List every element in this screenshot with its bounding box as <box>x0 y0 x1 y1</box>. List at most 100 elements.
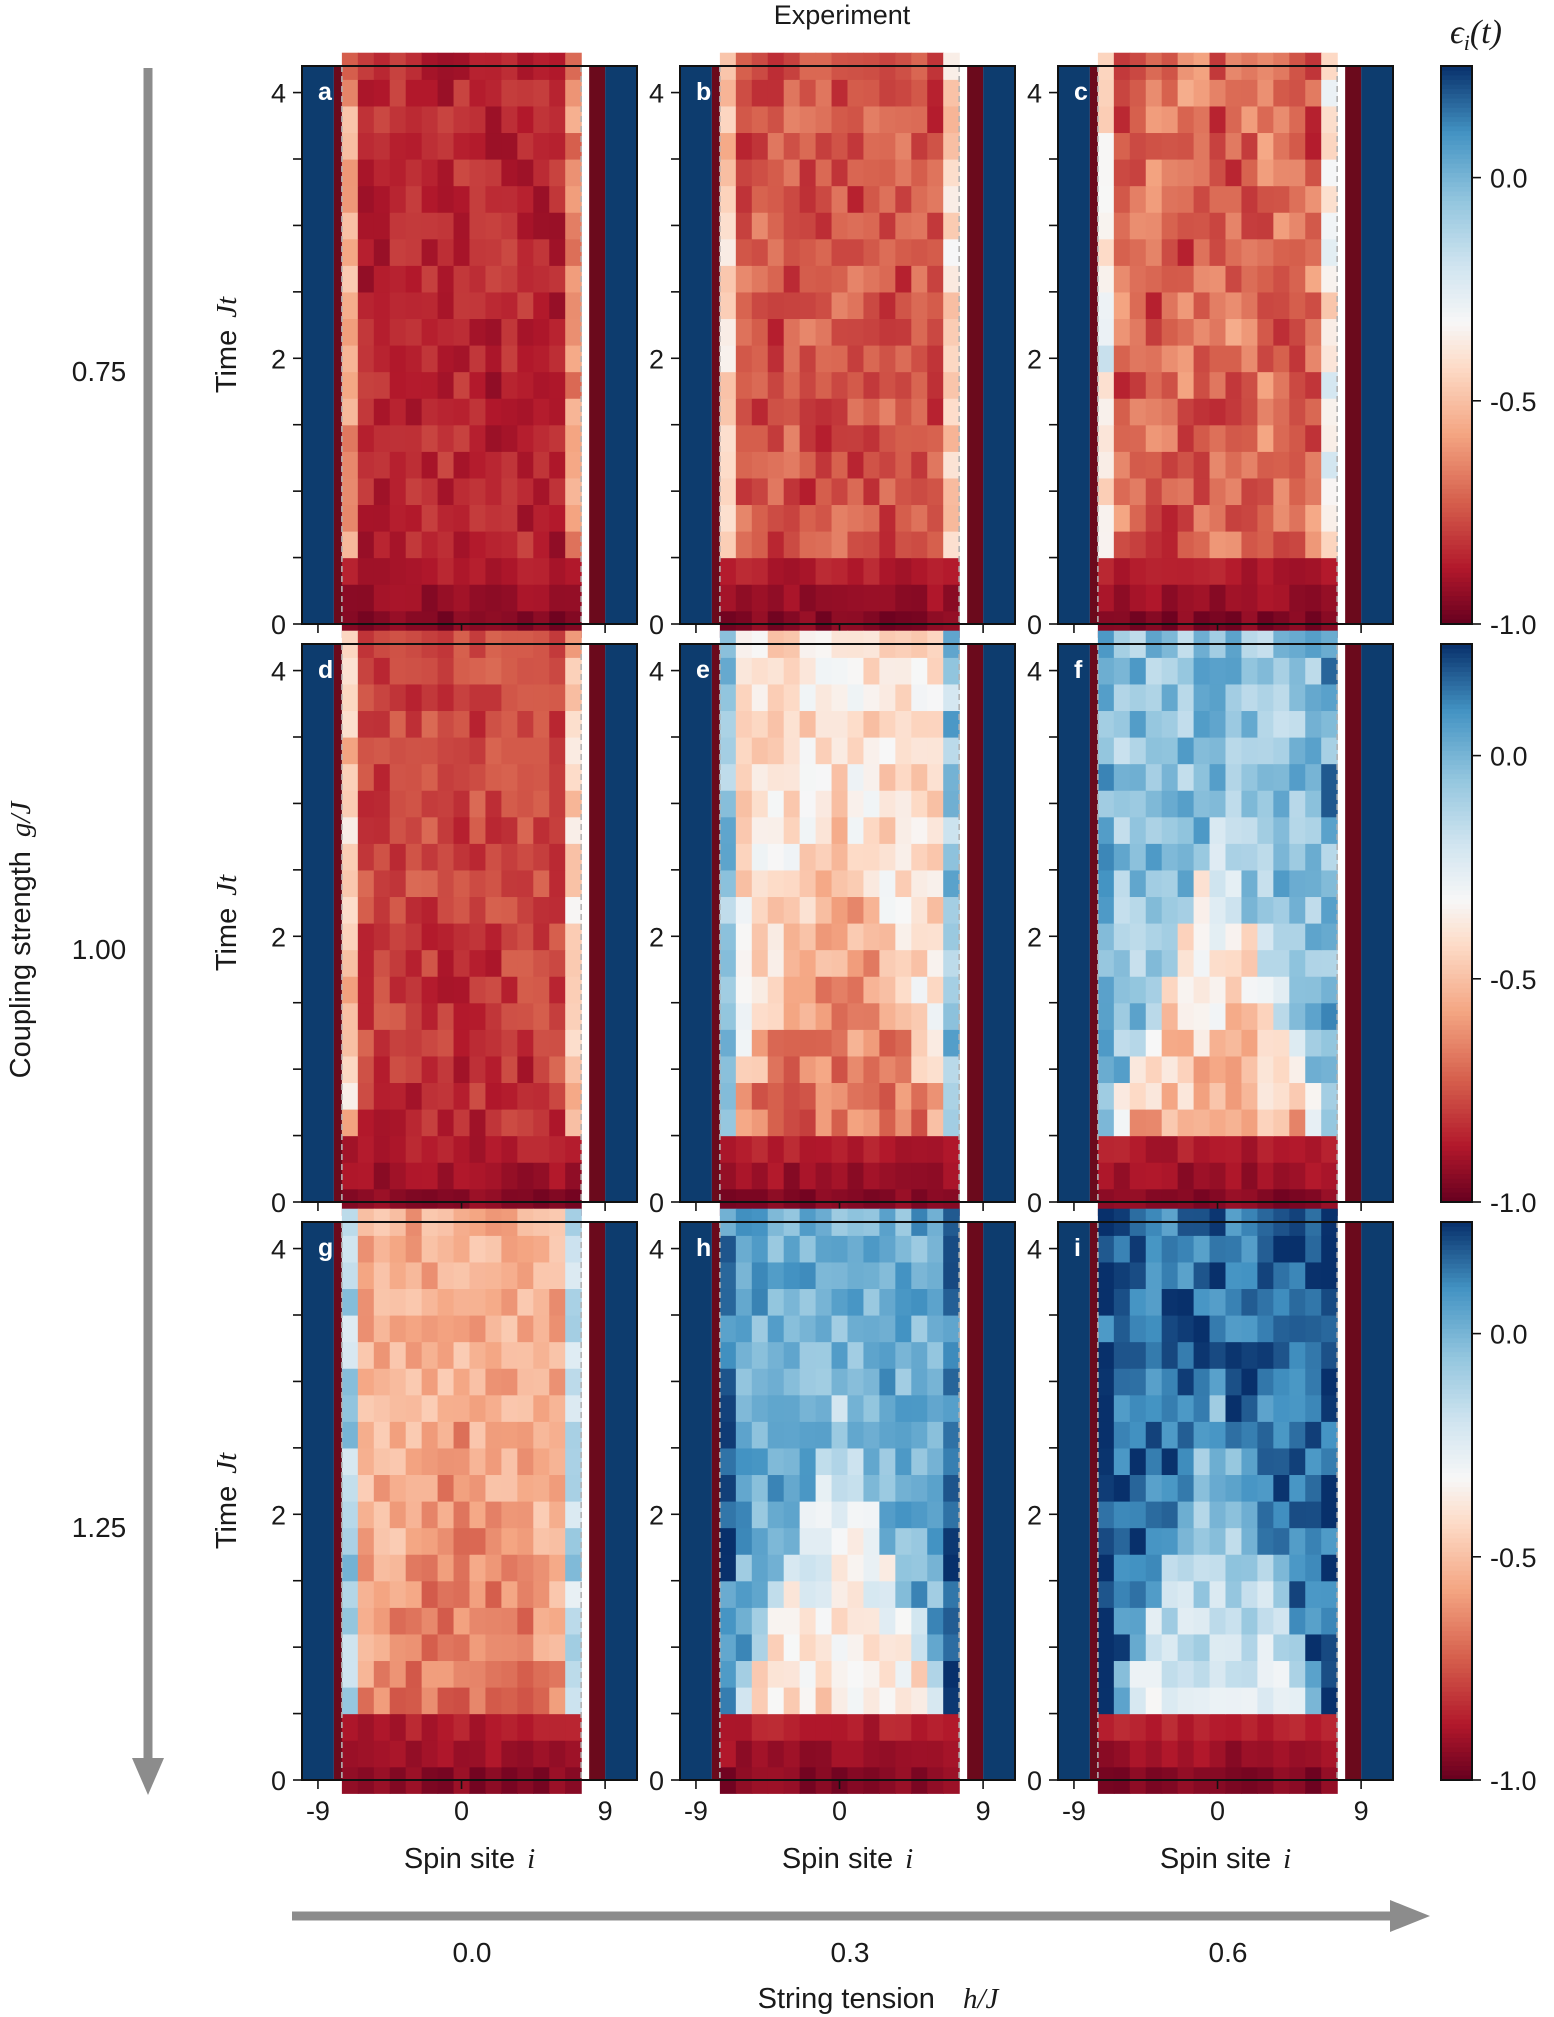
heatmap-cell <box>911 737 928 765</box>
heatmap-cell <box>373 1162 391 1190</box>
heatmap-cell <box>815 1288 833 1316</box>
heatmap-cell <box>783 185 801 213</box>
colorbar-segment <box>1441 802 1472 808</box>
heatmap-cell <box>1177 1527 1195 1555</box>
heatmap-cell <box>879 1082 896 1110</box>
heatmap-cell <box>815 477 833 506</box>
heatmap-cell <box>751 869 769 898</box>
heatmap-cell <box>1193 265 1211 293</box>
colorbar-segment <box>1441 1612 1472 1618</box>
heatmap-cell <box>421 584 439 612</box>
colorbar-segment <box>1441 1113 1472 1119</box>
heatmap-cell <box>1321 265 1338 293</box>
heatmap-cell <box>927 816 944 844</box>
heatmap-cell <box>831 1633 849 1662</box>
heatmap-cell <box>1097 1162 1115 1190</box>
colorbar-segment <box>1441 1524 1472 1530</box>
heatmap-cell <box>1129 531 1147 559</box>
heatmap-cell <box>879 710 896 738</box>
colorbar-segment <box>1441 1095 1472 1101</box>
heatmap-cell <box>1097 1082 1115 1110</box>
heatmap-cell <box>517 1341 534 1369</box>
heatmap-cell <box>847 790 865 818</box>
heatmap-cell <box>1225 291 1243 320</box>
panel-frame <box>679 65 1016 625</box>
heatmap-cell <box>357 1554 375 1582</box>
heatmap-cell <box>1129 1315 1147 1343</box>
heatmap-cell <box>405 1687 423 1715</box>
heatmap-cell <box>1177 1660 1195 1688</box>
heatmap-cell <box>863 1029 880 1057</box>
heatmap-cell <box>927 869 944 898</box>
heatmap-cell <box>863 371 880 399</box>
heatmap-cell <box>831 843 849 871</box>
heatmap-cell <box>517 531 534 559</box>
heatmap-cell <box>911 923 928 951</box>
colorbar-segment <box>1441 1626 1472 1632</box>
heatmap-cell <box>1193 683 1211 712</box>
colorbar-segment <box>1441 419 1472 425</box>
heatmap-cell <box>815 683 833 712</box>
heatmap-cell <box>1161 504 1179 532</box>
heatmap-cell <box>405 1554 423 1582</box>
heatmap-cell <box>1145 584 1163 612</box>
heatmap-cell <box>549 1135 566 1163</box>
heatmap-cell <box>1241 816 1258 844</box>
heatmap-cell <box>1241 1029 1258 1057</box>
heatmap-cell <box>1209 238 1227 266</box>
colorbar-segment <box>1441 377 1472 383</box>
heatmap-cell <box>1321 683 1338 712</box>
heatmap-cell <box>927 1002 944 1030</box>
heatmap-cell <box>1097 265 1115 293</box>
colorbar-segment <box>1441 1249 1472 1256</box>
heatmap-cell <box>1273 1527 1290 1555</box>
heatmap-cell <box>1273 1288 1290 1316</box>
heatmap-cell <box>1193 816 1211 844</box>
heatmap-cell <box>1113 1341 1131 1369</box>
heatmap-cell <box>879 1660 896 1688</box>
heatmap-cell <box>1161 185 1179 213</box>
heatmap-cell <box>1177 79 1195 107</box>
heatmap-cell <box>1273 451 1290 479</box>
heatmap-cell <box>341 1447 359 1476</box>
heatmap-cell <box>1113 816 1131 844</box>
heatmap-cell <box>1209 1421 1227 1449</box>
heatmap-cell <box>1305 531 1322 559</box>
heatmap-cell <box>1241 1055 1258 1084</box>
heatmap-cell <box>1257 1713 1274 1741</box>
heatmap-cell <box>719 265 737 293</box>
heatmap-cell <box>453 1474 471 1502</box>
heatmap-cell <box>879 238 896 266</box>
heatmap-cell <box>1209 1341 1227 1369</box>
heatmap-cell <box>565 657 582 685</box>
heatmap-cell <box>1193 1501 1211 1529</box>
heatmap-cell <box>485 212 502 240</box>
colorbar-segment <box>1441 932 1472 938</box>
heatmap-cell <box>501 105 518 134</box>
heatmap-cell <box>1113 843 1131 871</box>
heatmap-cell <box>767 1315 785 1343</box>
heatmap-cell <box>357 185 375 213</box>
heatmap-cell <box>1145 1135 1163 1163</box>
heatmap-cell <box>501 1109 518 1137</box>
colorbar-segment <box>1441 1222 1472 1228</box>
heatmap-cell <box>767 1261 785 1290</box>
heatmap-cell <box>895 1082 912 1110</box>
heatmap-cell <box>1321 976 1338 1004</box>
heatmap-cell <box>1161 816 1179 844</box>
heatmap-cell <box>911 869 928 898</box>
heatmap-cell <box>549 1687 566 1715</box>
heatmap-cell <box>1113 477 1131 506</box>
heatmap-cell <box>799 1633 817 1662</box>
heatmap-cell <box>1289 949 1306 977</box>
heatmap-cell <box>565 1235 582 1263</box>
heatmap-cell <box>373 1660 391 1688</box>
heatmap-cell <box>341 185 359 213</box>
heatmap-cell <box>485 737 502 765</box>
heatmap-cell <box>1225 557 1243 585</box>
heatmap-cell <box>389 1055 407 1084</box>
heatmap-cell <box>1273 683 1290 712</box>
heatmap-cell <box>1097 504 1115 532</box>
column-value-label: 0.3 <box>831 1937 870 1968</box>
heatmap-cell <box>1241 504 1258 532</box>
